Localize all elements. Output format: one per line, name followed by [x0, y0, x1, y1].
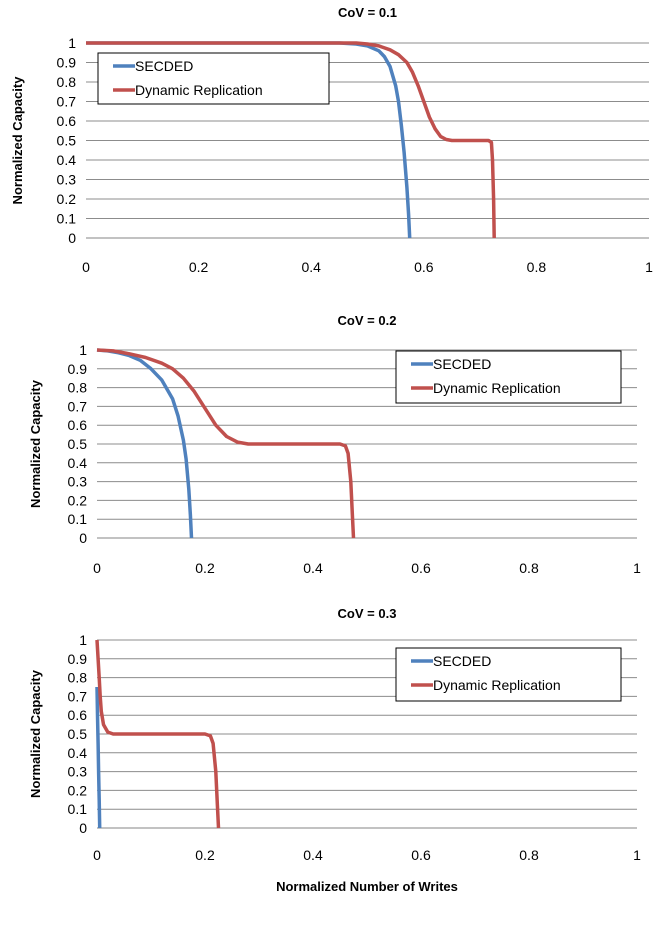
x-tick-label: 1 [645, 259, 653, 275]
legend-entry: SECDED [433, 356, 491, 372]
legend-box [395, 647, 622, 702]
series-line-dynamic-replication [95, 639, 221, 829]
chart-title: CoV = 0.2 [338, 313, 397, 328]
y-tick-label: 1 [79, 342, 87, 358]
x-tick-label: 0.8 [519, 847, 539, 863]
x-tick-label: 0.4 [303, 560, 323, 576]
x-tick-label: 0 [93, 847, 101, 863]
x-tick-label: 0.2 [189, 259, 209, 275]
y-tick-label: 0.2 [68, 782, 88, 798]
y-axis-title: Normalized Capacity [28, 379, 43, 508]
series-line-secded [95, 686, 102, 829]
chart-panel-3: CoV = 0.3 0 0.1 0.2 0.3 0.4 0.5 0.6 0.7 0.8 0.9 1 0 0… [28, 606, 641, 894]
y-axis-title: Normalized Capacity [28, 669, 43, 798]
x-tick-label: 0.2 [195, 560, 215, 576]
y-tick-label: 0 [79, 530, 87, 546]
y-tick-label: 0 [68, 230, 76, 246]
legend-entry: Dynamic Replication [135, 82, 263, 98]
y-tick-label: 0.6 [57, 113, 77, 129]
y-tick-label: 0.7 [57, 94, 77, 110]
legend-entry: Dynamic Replication [433, 380, 561, 396]
y-tick-label: 0.1 [68, 801, 88, 817]
y-tick-label: 0.5 [57, 133, 77, 149]
y-axis-title: Normalized Capacity [10, 76, 25, 205]
legend-entry: Dynamic Replication [433, 677, 561, 693]
x-tick-label: 0.8 [527, 259, 547, 275]
x-tick-label: 0.4 [303, 847, 323, 863]
x-tick-label: 0.6 [414, 259, 434, 275]
chart-title: CoV = 0.3 [338, 606, 397, 621]
y-tick-label: 0.9 [68, 361, 88, 377]
series-line-dynamic-replication [96, 348, 356, 539]
chart-panel-2: CoV = 0.2 0 0.1 0.2 0.3 0.4 0.5 0.6 0.7 0.8 0.9 1 0 0… [28, 313, 641, 576]
y-tick-label: 0.8 [57, 74, 77, 90]
y-tick-label: 0 [79, 820, 87, 836]
x-tick-label: 0.2 [195, 847, 215, 863]
legend-box [97, 52, 330, 105]
chart-title: CoV = 0.1 [338, 5, 397, 20]
y-tick-label: 0.9 [57, 55, 77, 71]
y-tick-label: 0.4 [68, 455, 88, 471]
y-tick-label: 0.8 [68, 670, 88, 686]
y-tick-label: 0.1 [68, 511, 88, 527]
y-tick-label: 0.7 [68, 688, 88, 704]
y-tick-label: 0.6 [68, 417, 88, 433]
y-tick-label: 0.9 [68, 651, 88, 667]
x-axis-title: Normalized Number of Writes [276, 879, 458, 894]
y-tick-label: 0.2 [68, 492, 88, 508]
y-tick-label: 0.5 [68, 726, 88, 742]
y-tick-label: 1 [79, 632, 87, 648]
x-tick-label: 1 [633, 560, 641, 576]
x-tick-label: 0 [82, 259, 90, 275]
x-tick-label: 0.6 [411, 847, 431, 863]
y-tick-label: 0.1 [57, 211, 77, 227]
legend: SECDED Dynamic Replication [395, 350, 622, 404]
y-tick-label: 0.2 [57, 191, 77, 207]
y-tick-label: 0.6 [68, 707, 88, 723]
legend-box [395, 350, 622, 404]
chart-panel-1: CoV = 0.1 0 0.1 0.2 0.3 0.4 0.5 0.6 0.7 0.8 0.9 1 0 0… [10, 5, 653, 275]
y-tick-label: 0.3 [68, 474, 88, 490]
y-tick-label: 0.8 [68, 380, 88, 396]
y-tick-label: 0.4 [68, 745, 88, 761]
x-tick-label: 0.8 [519, 560, 539, 576]
x-tick-label: 0.4 [301, 259, 321, 275]
legend: SECDED Dynamic Replication [395, 647, 622, 702]
y-tick-label: 0.7 [68, 398, 88, 414]
y-tick-label: 1 [68, 35, 76, 51]
y-tick-label: 0.4 [57, 152, 77, 168]
y-tick-label: 0.3 [68, 764, 88, 780]
x-tick-label: 0 [93, 560, 101, 576]
y-tick-label: 0.5 [68, 436, 88, 452]
legend: SECDED Dynamic Replication [97, 52, 330, 105]
x-tick-label: 1 [633, 847, 641, 863]
series-line-dynamic-replication [86, 41, 496, 239]
x-tick-label: 0.6 [411, 560, 431, 576]
legend-entry: SECDED [433, 653, 491, 669]
y-tick-label: 0.3 [57, 172, 77, 188]
legend-entry: SECDED [135, 58, 193, 74]
